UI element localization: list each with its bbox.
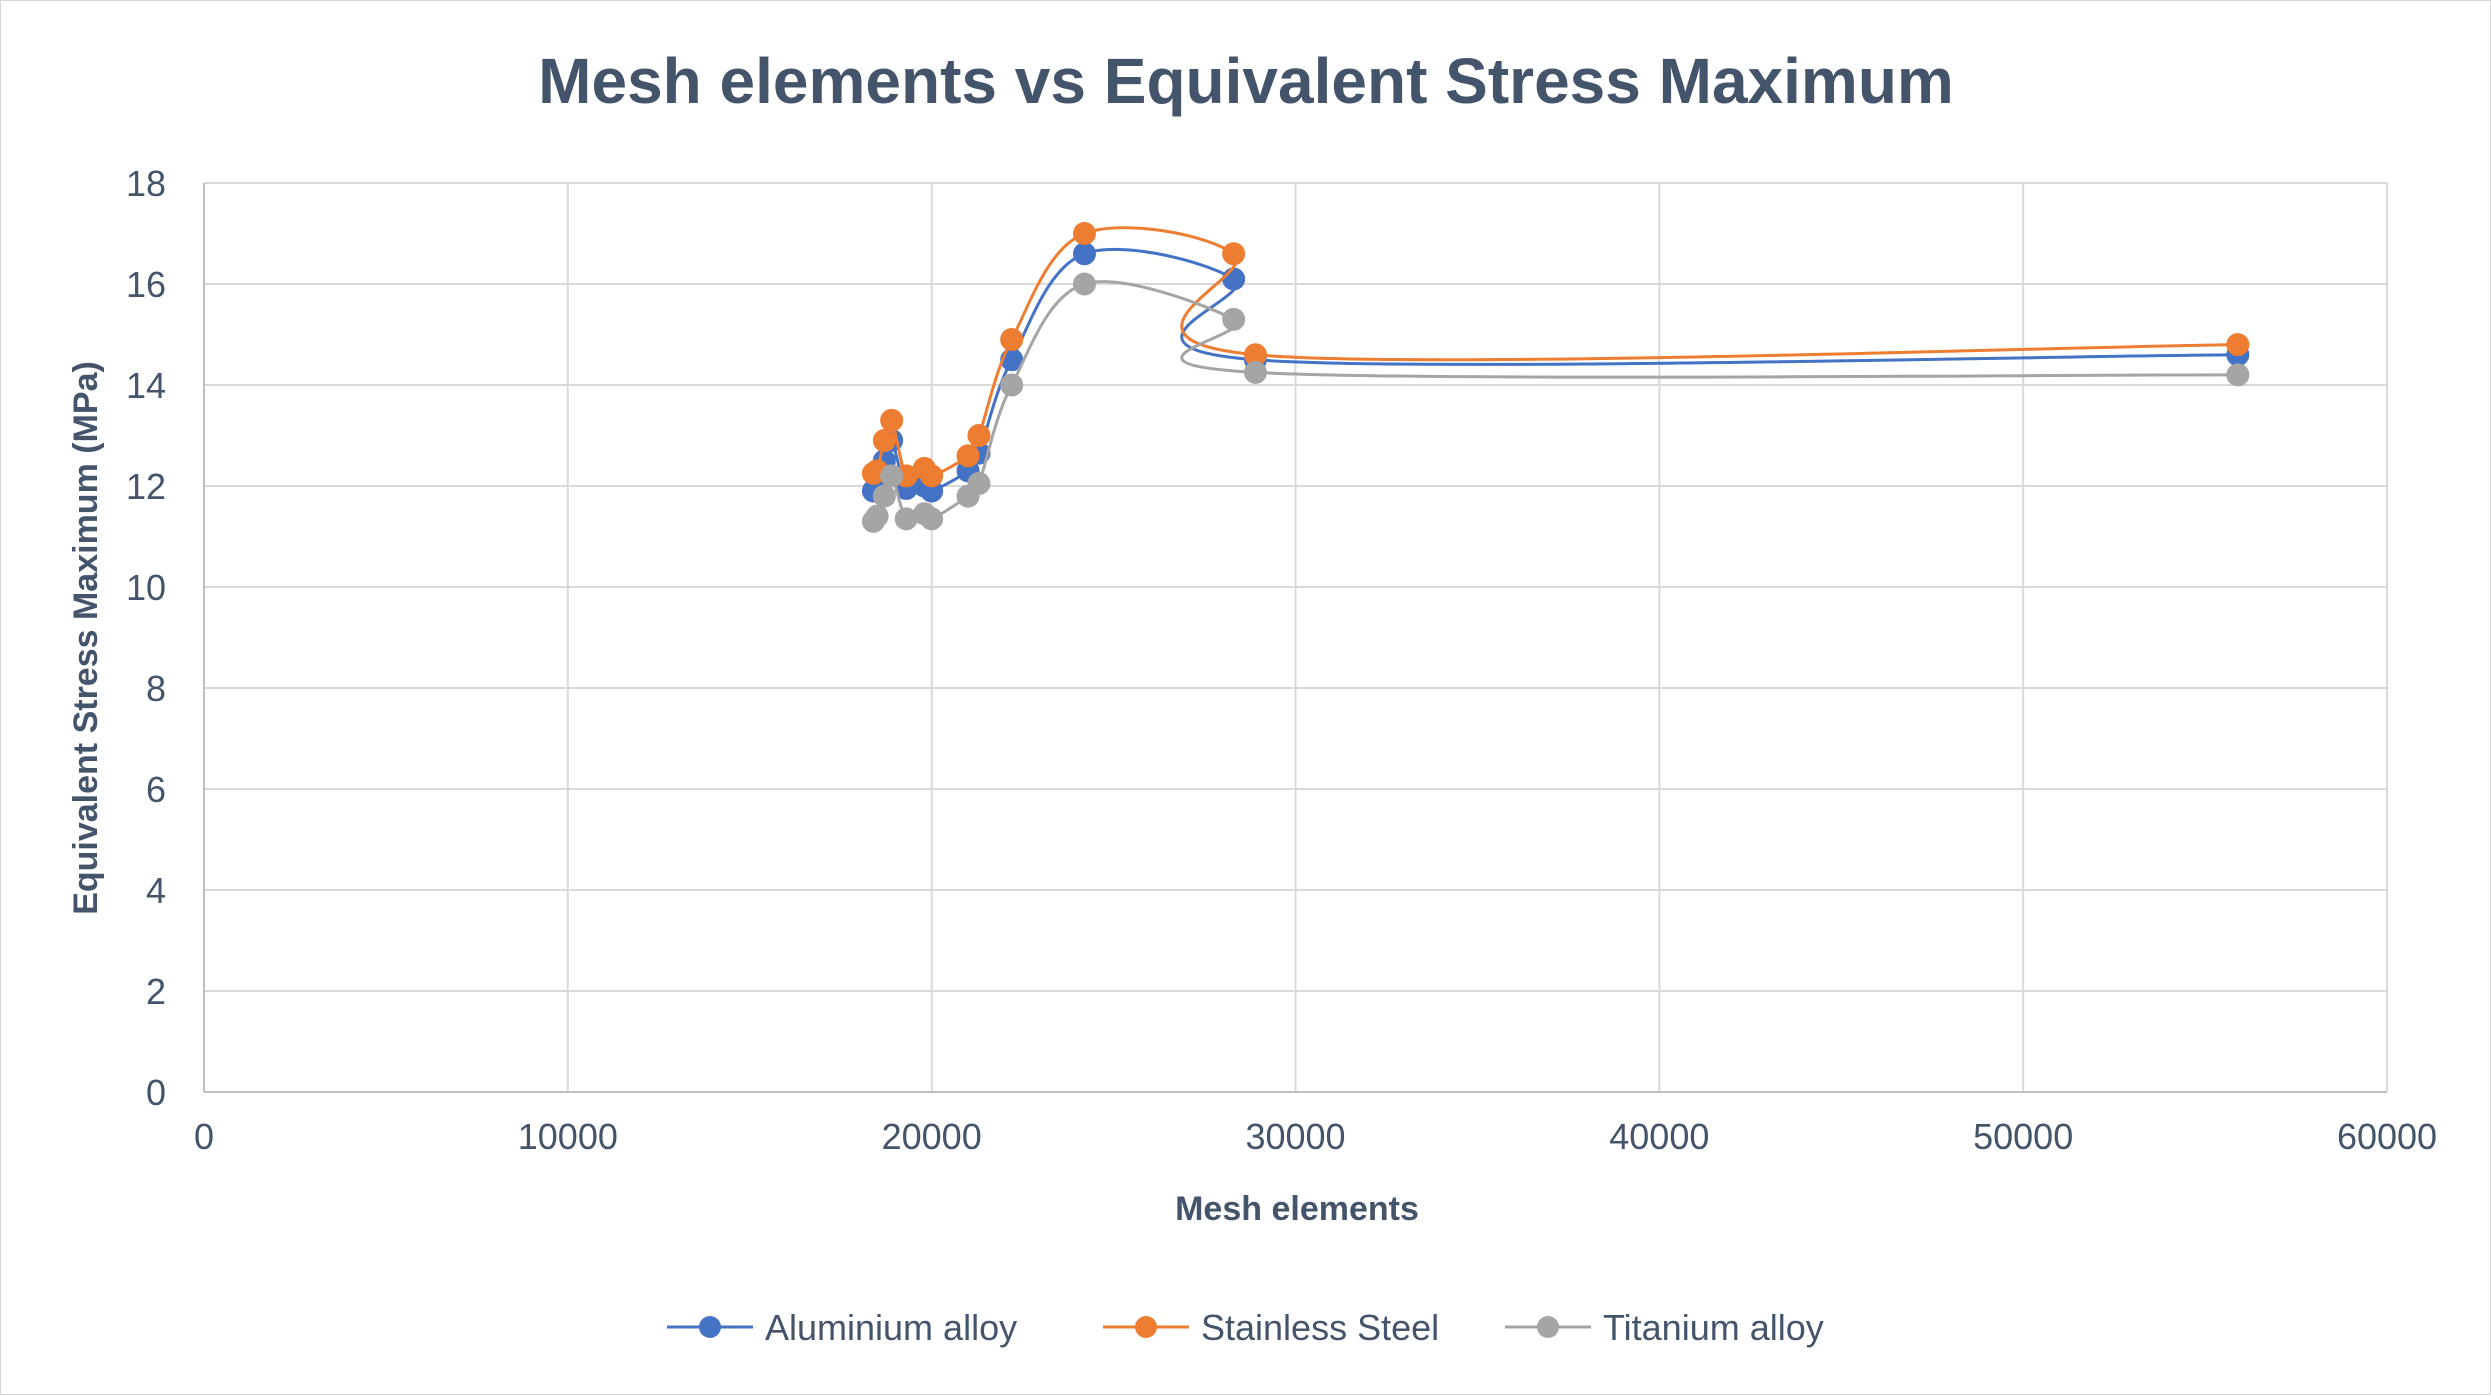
x-tick-label: 40000 [1609,1116,1709,1157]
y-axis-title: Equivalent Stress Maximum (MPa) [67,361,105,915]
chart-title: Mesh elements vs Equivalent Stress Maxim… [538,45,1954,117]
data-point-titanium-alloy [880,464,904,488]
data-point-titanium-alloy [1243,360,1267,384]
series-line-stainless-steel [872,226,2238,480]
series-layer [861,222,2250,533]
series-aluminium-alloy [861,242,2250,503]
legend-marker-aluminium-alloy [699,1316,721,1338]
y-tick-label: 16 [126,264,166,305]
data-point-titanium-alloy [872,484,896,508]
legend-item-stainless-steel: Stainless Steel [1103,1307,1439,1348]
data-point-titanium-alloy [2226,363,2250,387]
y-tick-label: 14 [126,365,166,406]
y-tick-label: 10 [126,567,166,608]
data-point-stainless-steel [1072,222,1096,245]
legend-marker-stainless-steel [1135,1316,1157,1338]
data-point-stainless-steel [1000,328,1024,352]
data-point-stainless-steel [967,424,991,447]
legend: Aluminium alloy Stainless Steel Titanium a… [667,1307,1824,1348]
legend-label-titanium-alloy: Titanium alloy [1603,1307,1824,1348]
x-tick-label: 10000 [518,1116,618,1157]
y-tick-label: 6 [146,769,166,810]
data-point-titanium-alloy [920,507,944,531]
grid-lines [204,182,2388,1092]
tick-labels: 0 2 4 6 8 10 12 14 16 18 0 10000 20000 30000 40000 5000… [126,163,2437,1157]
legend-label-stainless-steel: Stainless Steel [1201,1307,1439,1348]
x-tick-label: 20000 [882,1116,982,1157]
data-point-stainless-steel [1222,242,1246,266]
y-tick-label: 8 [146,668,166,709]
legend-item-titanium-alloy: Titanium alloy [1505,1307,1824,1348]
data-point-titanium-alloy [1000,373,1024,397]
legend-item-aluminium-alloy: Aluminium alloy [667,1307,1017,1348]
data-point-stainless-steel [920,464,944,488]
y-tick-label: 4 [146,870,166,911]
axes [203,183,2387,1093]
data-point-titanium-alloy [865,504,889,528]
data-point-titanium-alloy [1072,272,1096,296]
series-titanium-alloy [861,272,2250,533]
data-point-aluminium-alloy [1222,267,1246,291]
y-tick-label: 12 [126,466,166,507]
data-point-stainless-steel [956,444,980,468]
y-tick-label: 18 [126,163,166,204]
y-tick-label: 2 [146,971,166,1012]
series-stainless-steel [861,222,2250,488]
x-tick-label: 50000 [1973,1116,2073,1157]
legend-marker-titanium-alloy [1537,1316,1559,1338]
y-tick-label: 0 [146,1072,166,1113]
data-point-stainless-steel [872,429,896,453]
data-point-stainless-steel [880,408,904,432]
x-tick-label: 60000 [2337,1116,2437,1157]
x-tick-label: 30000 [1245,1116,1345,1157]
data-point-aluminium-alloy [1072,242,1096,266]
x-axis-title: Mesh elements [1175,1190,1419,1228]
data-point-titanium-alloy [1222,307,1246,331]
data-point-stainless-steel [2226,333,2250,357]
data-point-titanium-alloy [967,471,991,495]
legend-label-aluminium-alloy: Aluminium alloy [765,1307,1017,1348]
x-tick-label: 0 [194,1116,214,1157]
